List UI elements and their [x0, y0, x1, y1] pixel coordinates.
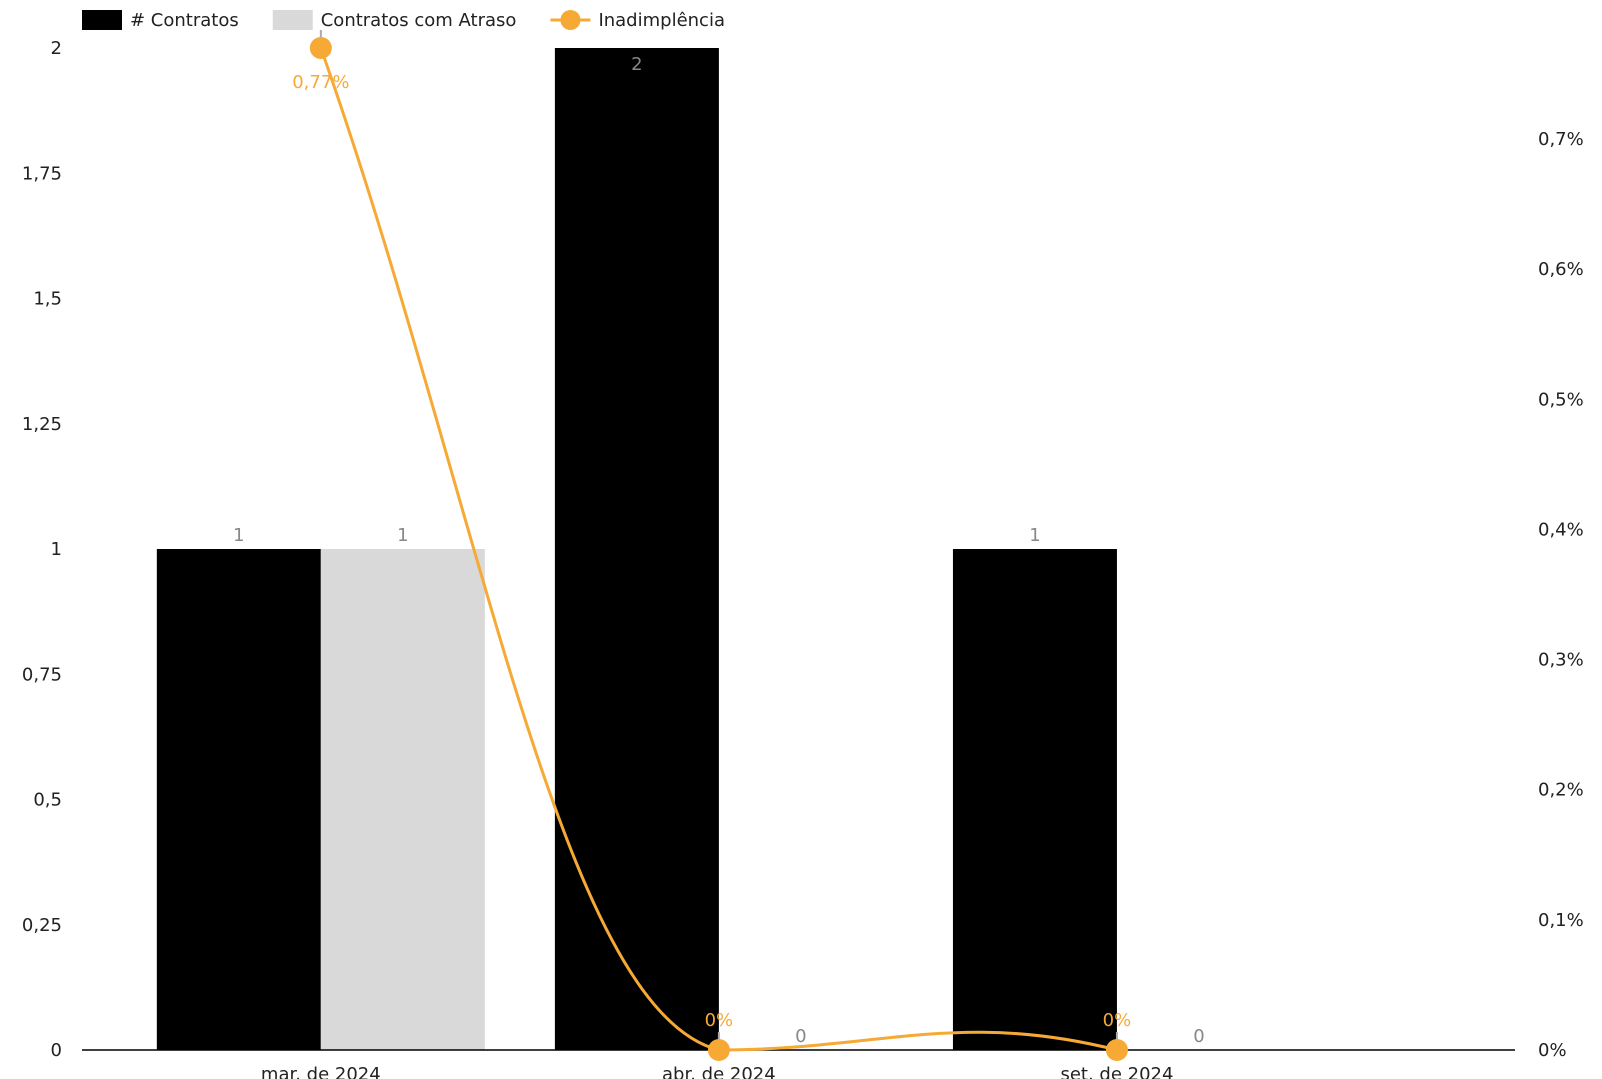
y-left-tick-label: 0,75 [22, 664, 62, 685]
bar-contratos [156, 549, 321, 1050]
y-left-tick-label: 1 [51, 539, 62, 560]
bar-value-label: 2 [631, 54, 642, 75]
y-right-tick-label: 0,6% [1538, 259, 1584, 280]
y-right-tick-label: 0,5% [1538, 389, 1584, 410]
x-tick-label: abr. de 2024 [662, 1064, 776, 1079]
bar-value-label: 1 [233, 525, 244, 546]
y-left-tick-label: 0,5 [33, 790, 62, 811]
line-inadimplencia [319, 47, 1118, 1052]
bar-contratos-atraso [320, 549, 485, 1050]
legend-label: Contratos com Atraso [321, 10, 517, 31]
bar-value-label: 1 [397, 525, 408, 546]
line-value-label: 0% [1103, 1010, 1132, 1031]
y-right-tick-label: 0% [1538, 1040, 1567, 1061]
legend-marker [560, 10, 581, 30]
legend-swatch [272, 10, 313, 30]
y-right-tick-label: 0,7% [1538, 129, 1584, 150]
legend-label: Inadimplência [598, 10, 725, 31]
bar-value-label: 1 [1029, 525, 1040, 546]
y-left-tick-label: 0 [51, 1040, 62, 1061]
y-right-tick-label: 0,2% [1538, 780, 1584, 801]
y-left-tick-label: 1,75 [22, 163, 62, 184]
line-value-label: 0% [705, 1010, 734, 1031]
line-value-label: 0,77% [292, 72, 349, 93]
bar-contratos [952, 549, 1117, 1050]
y-left-tick-label: 2 [51, 38, 62, 59]
y-right-tick-label: 0,3% [1538, 650, 1584, 671]
x-tick-label: set. de 2024 [1060, 1064, 1173, 1079]
x-tick-label: mar. de 2024 [261, 1064, 381, 1079]
y-left-tick-label: 0,25 [22, 915, 62, 936]
y-left-tick-label: 1,25 [22, 414, 62, 435]
bar-value-label: 0 [795, 1026, 806, 1047]
y-left-tick-label: 1,5 [33, 289, 62, 310]
bar-value-label: 0 [1193, 1026, 1204, 1047]
line-point [1105, 1039, 1128, 1061]
line-point [309, 37, 332, 59]
legend-label: # Contratos [130, 10, 239, 31]
bar-contratos [554, 48, 719, 1050]
line-point [707, 1039, 730, 1061]
y-right-tick-label: 0,1% [1538, 910, 1584, 931]
y-right-tick-label: 0,4% [1538, 519, 1584, 540]
legend-swatch [82, 10, 122, 30]
